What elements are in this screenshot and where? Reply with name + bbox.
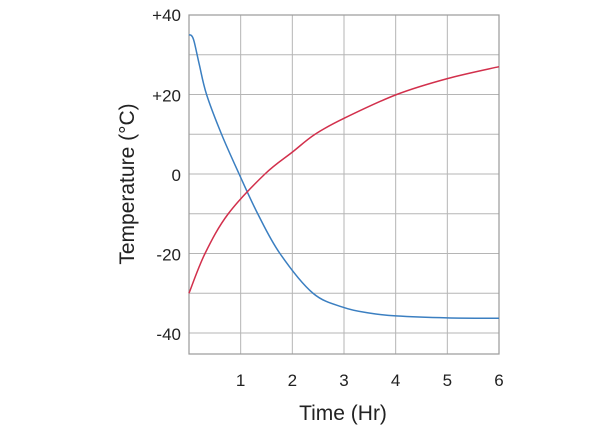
plot-border bbox=[188, 14, 500, 355]
y-tick-label: -40 bbox=[156, 325, 181, 344]
y-tick-label: 0 bbox=[172, 166, 181, 185]
y-tick-label: -20 bbox=[156, 246, 181, 265]
y-axis-label: Temperature (°C) bbox=[116, 103, 139, 264]
y-tick-label: +20 bbox=[152, 87, 181, 106]
series-line-1 bbox=[188, 65, 500, 294]
x-tick-label: 4 bbox=[391, 371, 400, 390]
x-axis-label: Time (Hr) bbox=[299, 402, 387, 425]
series-lines bbox=[188, 34, 500, 320]
y-tick-labels: +40 +20 0 -20 -40 bbox=[152, 6, 181, 344]
x-tick-label: 6 bbox=[494, 371, 503, 390]
y-tick-label: +40 bbox=[152, 6, 181, 25]
x-tick-label: 2 bbox=[288, 371, 297, 390]
grid bbox=[189, 14, 500, 354]
x-tick-label: 1 bbox=[236, 371, 245, 390]
x-tick-label: 3 bbox=[339, 371, 348, 390]
x-tick-label: 5 bbox=[443, 371, 452, 390]
series-line-0 bbox=[188, 34, 500, 320]
x-tick-labels: 1 2 3 4 5 6 bbox=[236, 371, 504, 390]
